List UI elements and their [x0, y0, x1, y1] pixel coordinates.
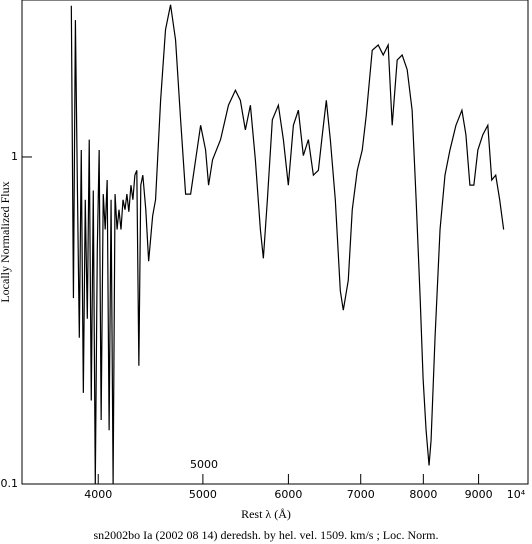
y-axis-label: Locally Normalized Flux — [0, 181, 12, 302]
chart-title: sn2002bo Ia (2002 08 14) deredsh. by hel… — [94, 528, 439, 542]
y-tick-label: 0.1 — [1, 477, 19, 490]
y-tick-label: 1 — [11, 150, 18, 163]
plot-frame — [21, 0, 529, 485]
x-tick-label: 4000 — [84, 488, 112, 501]
x-tick-label: 10⁴ — [507, 488, 526, 501]
x-axis-label: Rest λ (Å) — [241, 507, 291, 521]
spectrum-line — [70, 4, 505, 484]
x-tick-label: 9000 — [465, 488, 493, 501]
x-tick-label: 5000 — [189, 488, 217, 501]
annotation: 5000 — [190, 458, 218, 471]
x-tick-label: 7000 — [347, 488, 375, 501]
x-tick-label: 8000 — [409, 488, 437, 501]
x-tick-label: 6000 — [274, 488, 302, 501]
